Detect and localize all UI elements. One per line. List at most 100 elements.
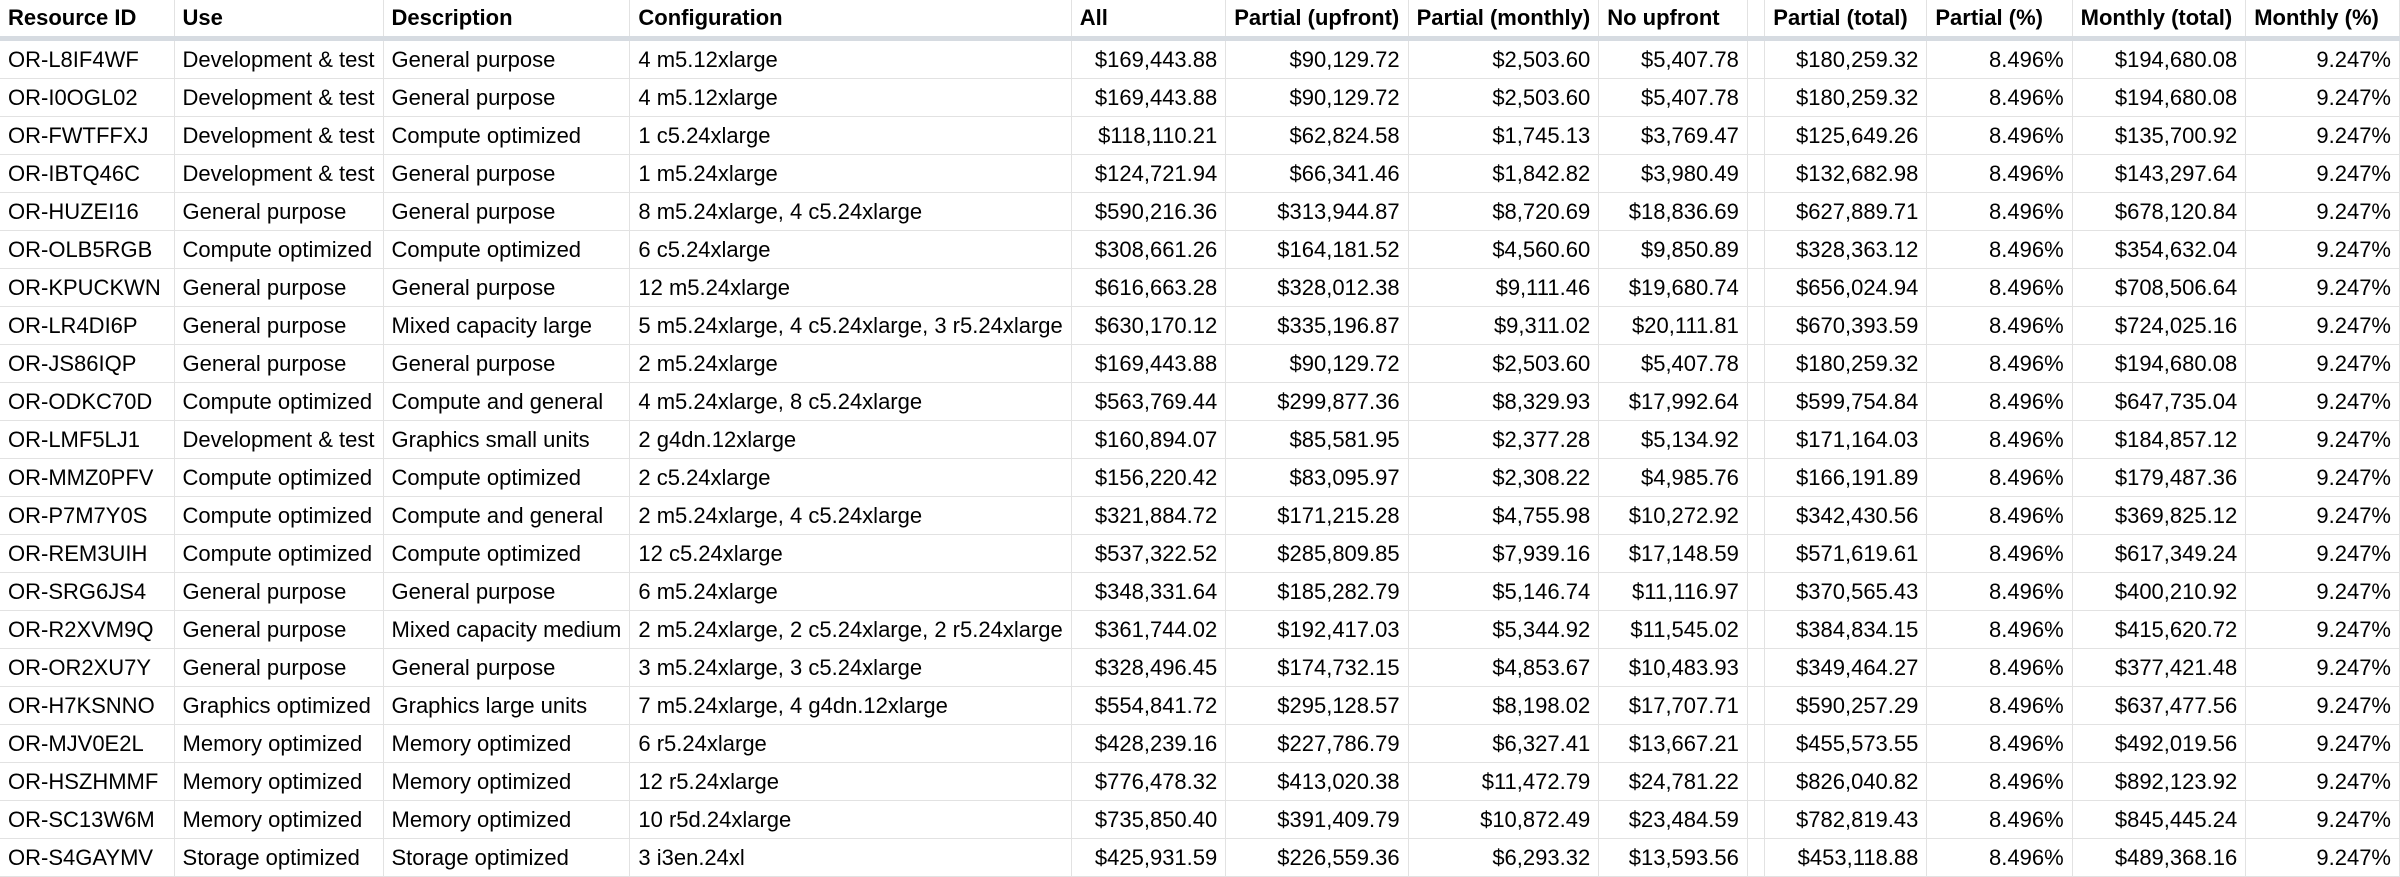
cell-all[interactable]: $321,884.72 — [1071, 496, 1227, 535]
cell-resource-id[interactable]: OR-I0OGL02 — [0, 78, 175, 117]
cell-monthly-percent[interactable]: 9.247% — [2245, 344, 2400, 383]
cell-partial-percent[interactable]: 8.496% — [1926, 344, 2073, 383]
cell-all[interactable]: $169,443.88 — [1071, 38, 1227, 79]
cell-configuration[interactable]: 12 r5.24xlarge — [629, 762, 1072, 801]
cell-partial-monthly[interactable]: $9,111.46 — [1408, 268, 1600, 307]
cell-partial-monthly[interactable]: $5,344.92 — [1408, 610, 1600, 649]
cell-description[interactable]: General purpose — [383, 648, 631, 687]
cell-partial-total[interactable]: $782,819.43 — [1764, 800, 1928, 839]
cell-use[interactable]: General purpose — [174, 610, 384, 649]
cell-description[interactable]: General purpose — [383, 154, 631, 193]
cell-use[interactable]: General purpose — [174, 648, 384, 687]
cell-partial-monthly[interactable]: $7,939.16 — [1408, 534, 1600, 573]
cell-spacer[interactable] — [1747, 572, 1766, 611]
cell-monthly-total[interactable]: $194,680.08 — [2072, 78, 2247, 117]
cell-spacer[interactable] — [1747, 496, 1766, 535]
cell-configuration[interactable]: 4 m5.24xlarge, 8 c5.24xlarge — [629, 382, 1072, 421]
cell-all[interactable]: $160,894.07 — [1071, 420, 1227, 459]
cell-no-upfront[interactable]: $24,781.22 — [1598, 762, 1748, 801]
cell-partial-percent[interactable]: 8.496% — [1926, 78, 2073, 117]
cell-no-upfront[interactable]: $5,407.78 — [1598, 78, 1748, 117]
cell-configuration[interactable]: 7 m5.24xlarge, 4 g4dn.12xlarge — [629, 686, 1072, 725]
cell-partial-upfront[interactable]: $83,095.97 — [1225, 458, 1409, 497]
cell-partial-percent[interactable]: 8.496% — [1926, 686, 2073, 725]
cell-partial-monthly[interactable]: $11,472.79 — [1408, 762, 1600, 801]
cell-monthly-total[interactable]: $135,700.92 — [2072, 116, 2247, 155]
cell-no-upfront[interactable]: $11,545.02 — [1598, 610, 1748, 649]
cell-partial-monthly[interactable]: $6,327.41 — [1408, 724, 1600, 763]
cell-partial-upfront[interactable]: $328,012.38 — [1225, 268, 1409, 307]
cell-all[interactable]: $630,170.12 — [1071, 306, 1227, 345]
cell-partial-total[interactable]: $670,393.59 — [1764, 306, 1928, 345]
cell-no-upfront[interactable]: $10,483.93 — [1598, 648, 1748, 687]
cell-description[interactable]: General purpose — [383, 268, 631, 307]
cell-use[interactable]: Memory optimized — [174, 762, 384, 801]
cell-partial-percent[interactable]: 8.496% — [1926, 496, 2073, 535]
cell-monthly-total[interactable]: $845,445.24 — [2072, 800, 2247, 839]
cell-configuration[interactable]: 5 m5.24xlarge, 4 c5.24xlarge, 3 r5.24xla… — [629, 306, 1072, 345]
cell-all[interactable]: $328,496.45 — [1071, 648, 1227, 687]
cell-use[interactable]: Storage optimized — [174, 838, 384, 877]
cell-spacer[interactable] — [1747, 762, 1766, 801]
cell-no-upfront[interactable]: $19,680.74 — [1598, 268, 1748, 307]
cell-monthly-percent[interactable]: 9.247% — [2245, 420, 2400, 459]
cell-partial-total[interactable]: $166,191.89 — [1764, 458, 1928, 497]
cell-use[interactable]: Compute optimized — [174, 382, 384, 421]
cell-resource-id[interactable]: OR-OR2XU7Y — [0, 648, 175, 687]
cell-all[interactable]: $590,216.36 — [1071, 192, 1227, 231]
cell-all[interactable]: $425,931.59 — [1071, 838, 1227, 877]
cell-all[interactable]: $348,331.64 — [1071, 572, 1227, 611]
cell-partial-upfront[interactable]: $192,417.03 — [1225, 610, 1409, 649]
cell-description[interactable]: General purpose — [383, 78, 631, 117]
cell-monthly-total[interactable]: $369,825.12 — [2072, 496, 2247, 535]
cell-partial-total[interactable]: $180,259.32 — [1764, 344, 1928, 383]
cell-all[interactable]: $428,239.16 — [1071, 724, 1227, 763]
cell-configuration[interactable]: 12 c5.24xlarge — [629, 534, 1072, 573]
cell-partial-upfront[interactable]: $66,341.46 — [1225, 154, 1409, 193]
cell-partial-monthly[interactable]: $2,503.60 — [1408, 344, 1600, 383]
cell-partial-percent[interactable]: 8.496% — [1926, 572, 2073, 611]
cell-monthly-total[interactable]: $184,857.12 — [2072, 420, 2247, 459]
cell-use[interactable]: General purpose — [174, 268, 384, 307]
cell-resource-id[interactable]: OR-FWTFFXJ — [0, 116, 175, 155]
cell-monthly-percent[interactable]: 9.247% — [2245, 78, 2400, 117]
cell-monthly-total[interactable]: $179,487.36 — [2072, 458, 2247, 497]
cell-partial-upfront[interactable]: $90,129.72 — [1225, 344, 1409, 383]
cell-description[interactable]: Memory optimized — [383, 724, 631, 763]
cell-spacer[interactable] — [1747, 838, 1766, 877]
column-header-configuration[interactable]: Configuration — [629, 0, 1072, 41]
cell-no-upfront[interactable]: $10,272.92 — [1598, 496, 1748, 535]
cell-use[interactable]: Compute optimized — [174, 230, 384, 269]
cell-monthly-percent[interactable]: 9.247% — [2245, 154, 2400, 193]
cell-resource-id[interactable]: OR-SC13W6M — [0, 800, 175, 839]
cell-configuration[interactable]: 2 m5.24xlarge, 4 c5.24xlarge — [629, 496, 1072, 535]
cell-monthly-total[interactable]: $678,120.84 — [2072, 192, 2247, 231]
cell-no-upfront[interactable]: $23,484.59 — [1598, 800, 1748, 839]
cell-all[interactable]: $616,663.28 — [1071, 268, 1227, 307]
cell-monthly-percent[interactable]: 9.247% — [2245, 572, 2400, 611]
cell-no-upfront[interactable]: $3,769.47 — [1598, 116, 1748, 155]
cell-resource-id[interactable]: OR-LMF5LJ1 — [0, 420, 175, 459]
cell-monthly-percent[interactable]: 9.247% — [2245, 534, 2400, 573]
cell-no-upfront[interactable]: $17,707.71 — [1598, 686, 1748, 725]
cell-description[interactable]: Memory optimized — [383, 762, 631, 801]
cell-partial-percent[interactable]: 8.496% — [1926, 154, 2073, 193]
cell-resource-id[interactable]: OR-REM3UIH — [0, 534, 175, 573]
cell-partial-percent[interactable]: 8.496% — [1926, 534, 2073, 573]
cell-partial-upfront[interactable]: $226,559.36 — [1225, 838, 1409, 877]
cell-spacer[interactable] — [1747, 306, 1766, 345]
cell-monthly-total[interactable]: $892,123.92 — [2072, 762, 2247, 801]
cell-use[interactable]: Compute optimized — [174, 496, 384, 535]
cell-partial-upfront[interactable]: $285,809.85 — [1225, 534, 1409, 573]
column-header-resource-id[interactable]: Resource ID — [0, 0, 175, 41]
cell-partial-percent[interactable]: 8.496% — [1926, 116, 2073, 155]
cell-use[interactable]: Graphics optimized — [174, 686, 384, 725]
cell-configuration[interactable]: 2 m5.24xlarge — [629, 344, 1072, 383]
cell-monthly-total[interactable]: $400,210.92 — [2072, 572, 2247, 611]
cell-configuration[interactable]: 3 i3en.24xl — [629, 838, 1072, 877]
cell-use[interactable]: Development & test — [174, 154, 384, 193]
cell-partial-total[interactable]: $453,118.88 — [1764, 838, 1928, 877]
cell-partial-monthly[interactable]: $2,503.60 — [1408, 78, 1600, 117]
cell-partial-percent[interactable]: 8.496% — [1926, 648, 2073, 687]
cell-spacer[interactable] — [1747, 610, 1766, 649]
